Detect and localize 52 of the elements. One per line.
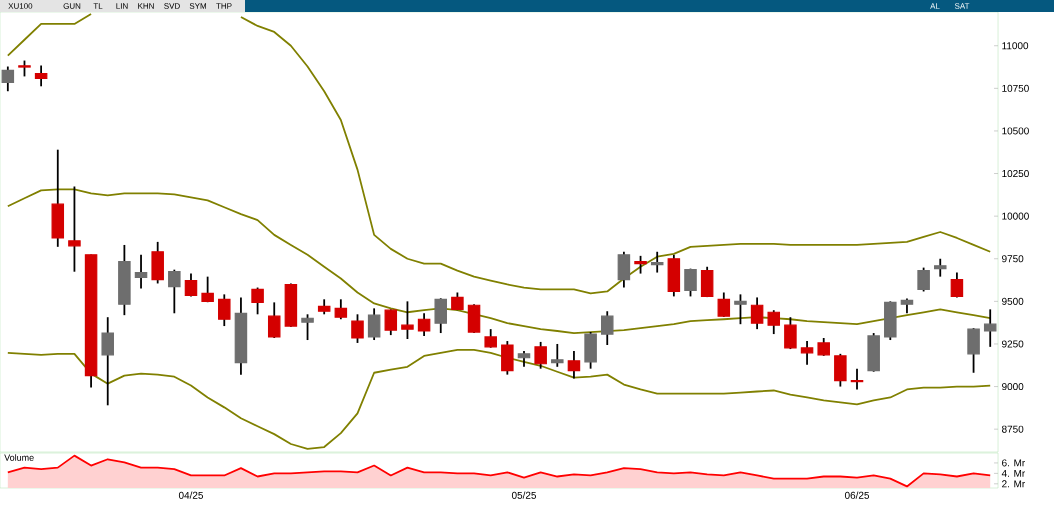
candlestick bbox=[301, 313, 314, 341]
candlestick bbox=[367, 307, 381, 341]
candlestick bbox=[534, 341, 547, 370]
candlestick bbox=[684, 267, 697, 298]
candlestick bbox=[650, 250, 664, 274]
candlestick bbox=[351, 313, 364, 344]
candlestick bbox=[101, 316, 114, 407]
y-tick-label: 9500 bbox=[1002, 297, 1024, 305]
y-tick-label: 9250 bbox=[1002, 340, 1024, 348]
y-tick-label: 10750 bbox=[1002, 84, 1029, 92]
y-tick-label: 2. Mr bbox=[1002, 480, 1026, 488]
y-tick-label: 9750 bbox=[1002, 255, 1024, 263]
candlestick bbox=[600, 310, 614, 346]
candlestick bbox=[434, 297, 448, 334]
candlestick bbox=[717, 291, 731, 318]
candlestick bbox=[401, 300, 414, 340]
candlestick bbox=[800, 340, 814, 366]
candlestick bbox=[1, 65, 15, 93]
y-tick-label: 9000 bbox=[1002, 383, 1024, 391]
candlestick bbox=[201, 275, 214, 304]
candlestick bbox=[34, 64, 48, 88]
candlestick bbox=[950, 271, 964, 299]
candlestick bbox=[267, 301, 281, 339]
candlestick bbox=[134, 253, 148, 290]
x-tick-label: 06/25 bbox=[844, 491, 870, 499]
x-tick-label: 05/25 bbox=[511, 491, 537, 499]
candlestick bbox=[251, 286, 264, 316]
candlestick bbox=[168, 268, 181, 315]
candlestick bbox=[484, 328, 497, 349]
candlestick bbox=[734, 293, 747, 326]
candlestick bbox=[567, 350, 581, 380]
candlestick bbox=[334, 298, 348, 321]
candlestick bbox=[417, 312, 431, 337]
y-tick-label: 10250 bbox=[1002, 170, 1029, 178]
candlestick bbox=[218, 293, 231, 327]
candlestick bbox=[983, 308, 997, 348]
x-tick-label: 04/25 bbox=[178, 491, 204, 499]
y-tick-label: 8750 bbox=[1002, 425, 1024, 433]
candlestick bbox=[68, 185, 81, 273]
candlestick bbox=[917, 266, 930, 293]
candlestick bbox=[850, 367, 864, 391]
chart-title: Volume bbox=[4, 454, 34, 461]
y-tick-label: 10500 bbox=[1002, 127, 1029, 135]
candlestick bbox=[767, 309, 781, 335]
y-tick-label: 10000 bbox=[1002, 212, 1029, 220]
candlestick bbox=[384, 308, 398, 336]
candlestick bbox=[551, 343, 564, 368]
candlestick bbox=[784, 316, 797, 350]
y-tick-label: 4. Mr bbox=[1001, 469, 1026, 477]
y-tick-label: 6. Mr bbox=[1002, 459, 1026, 467]
y-tick-label: 11000 bbox=[1002, 42, 1029, 50]
candlestick bbox=[750, 296, 764, 331]
